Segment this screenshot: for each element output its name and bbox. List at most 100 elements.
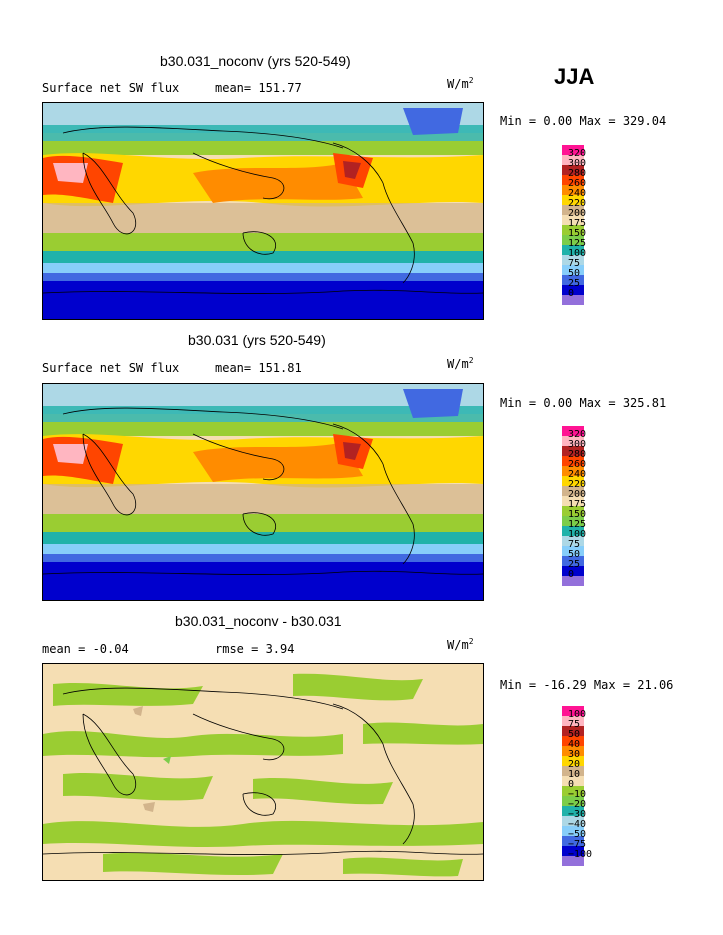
legend-label: 175 <box>568 499 587 510</box>
legend-swatch <box>562 766 584 776</box>
legend-label: 0 <box>568 288 575 299</box>
panel-1-map <box>42 102 484 320</box>
legend-label: 50 <box>568 549 581 560</box>
legend-label: 75 <box>568 258 581 269</box>
panel-2-colorbar <box>562 426 584 598</box>
legend-label: 50 <box>568 729 581 740</box>
legend-swatch <box>562 446 584 456</box>
legend-swatch <box>562 786 584 796</box>
legend-swatch <box>562 205 584 215</box>
legend-label: −50 <box>568 829 587 840</box>
panel-1-minmax: Min = 0.00 Max = 329.04 <box>500 114 667 128</box>
panel-1-title: b30.031_noconv (yrs 520-549) <box>160 53 351 69</box>
legend-swatch <box>562 516 584 526</box>
panel-3-minmax: Min = -16.29 Max = 21.06 <box>500 678 674 692</box>
legend-label: 0 <box>568 569 575 580</box>
legend-swatch <box>562 185 584 195</box>
legend-label: 240 <box>568 188 587 199</box>
legend-label: −40 <box>568 819 587 830</box>
panel-1-field-label: Surface net SW flux <box>42 81 180 95</box>
legend-label: 125 <box>568 238 587 249</box>
legend-swatch <box>562 796 584 806</box>
panel-2-mean: mean= 151.81 <box>215 361 302 375</box>
legend-swatch <box>562 285 584 295</box>
legend-label: 125 <box>568 519 587 530</box>
panel-2-units: W/m2 <box>447 356 474 371</box>
legend-swatch <box>562 726 584 736</box>
legend-label: 220 <box>568 479 587 490</box>
legend-label: 200 <box>568 489 587 500</box>
legend-label: −30 <box>568 809 587 820</box>
legend-label: 25 <box>568 278 581 289</box>
legend-swatch <box>562 245 584 255</box>
legend-label: 40 <box>568 739 581 750</box>
panel-1-units: W/m2 <box>447 76 474 91</box>
legend-swatch <box>562 546 584 556</box>
legend-label: 150 <box>568 509 587 520</box>
legend-swatch <box>562 486 584 496</box>
panel-2-minmax: Min = 0.00 Max = 325.81 <box>500 396 667 410</box>
legend-swatch <box>562 175 584 185</box>
panel-3-units: W/m2 <box>447 637 474 652</box>
legend-swatch <box>562 456 584 466</box>
legend-swatch <box>562 255 584 265</box>
panel-1-mean: mean= 151.77 <box>215 81 302 95</box>
legend-label: 220 <box>568 198 587 209</box>
legend-swatch <box>562 426 584 436</box>
panel-2-map <box>42 383 484 601</box>
legend-label: 0 <box>568 779 575 790</box>
legend-label: −75 <box>568 839 587 850</box>
legend-swatch <box>562 436 584 446</box>
legend-swatch <box>562 856 584 866</box>
legend-swatch <box>562 846 584 856</box>
legend-label: −10 <box>568 789 587 800</box>
legend-swatch <box>562 806 584 816</box>
legend-label: 175 <box>568 218 587 229</box>
legend-swatch <box>562 536 584 546</box>
legend-swatch <box>562 776 584 786</box>
legend-swatch <box>562 466 584 476</box>
legend-swatch <box>562 476 584 486</box>
legend-swatch <box>562 496 584 506</box>
legend-label: 300 <box>568 439 587 450</box>
legend-swatch <box>562 716 584 726</box>
legend-label: 280 <box>568 168 587 179</box>
season-label: JJA <box>554 64 595 89</box>
legend-swatch <box>562 706 584 716</box>
legend-label: 260 <box>568 459 587 470</box>
legend-swatch <box>562 265 584 275</box>
legend-swatch <box>562 836 584 846</box>
legend-swatch <box>562 506 584 516</box>
panel-1-colorbar <box>562 145 584 317</box>
legend-label: 75 <box>568 539 581 550</box>
legend-label: 240 <box>568 469 587 480</box>
legend-label: 320 <box>568 429 587 440</box>
legend-swatch <box>562 826 584 836</box>
legend-label: 100 <box>568 709 587 720</box>
legend-swatch <box>562 275 584 285</box>
legend-label: 30 <box>568 749 581 760</box>
legend-swatch <box>562 526 584 536</box>
legend-swatch <box>562 556 584 566</box>
legend-swatch <box>562 155 584 165</box>
legend-swatch <box>562 295 584 305</box>
legend-label: 260 <box>568 178 587 189</box>
legend-label: 100 <box>568 248 587 259</box>
legend-label: −100 <box>568 849 593 860</box>
legend-label: 320 <box>568 148 587 159</box>
panel-3-map <box>42 663 484 881</box>
legend-label: 75 <box>568 719 581 730</box>
panel-3-title: b30.031_noconv - b30.031 <box>175 613 342 629</box>
panel-2-field-label: Surface net SW flux <box>42 361 180 375</box>
legend-label: 10 <box>568 769 581 780</box>
panel-3-colorbar <box>562 706 584 878</box>
panel-2-title: b30.031 (yrs 520-549) <box>188 332 326 348</box>
legend-swatch <box>562 736 584 746</box>
legend-label: 50 <box>568 268 581 279</box>
panel-3-rmse: rmse = 3.94 <box>215 642 295 656</box>
legend-swatch <box>562 816 584 826</box>
legend-label: −20 <box>568 799 587 810</box>
legend-swatch <box>562 195 584 205</box>
legend-label: 25 <box>568 559 581 570</box>
legend-label: 280 <box>568 449 587 460</box>
